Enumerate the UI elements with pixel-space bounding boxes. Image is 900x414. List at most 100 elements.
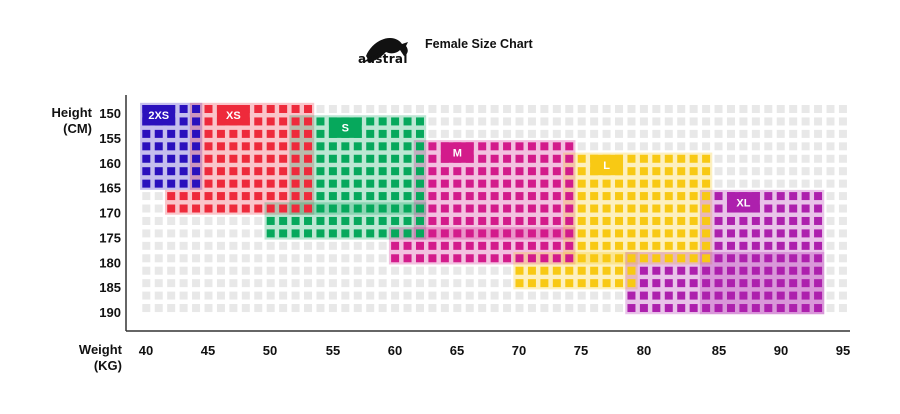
empty-cell [204, 216, 213, 225]
empty-cell [739, 179, 748, 188]
empty-cell [552, 117, 561, 126]
cell-l [627, 167, 636, 176]
empty-cell [279, 279, 288, 288]
cell-xl [726, 304, 735, 313]
cell-l [602, 266, 611, 275]
cell-s [366, 129, 375, 138]
cell-s [378, 142, 387, 151]
cell-xl [726, 216, 735, 225]
empty-cell [391, 266, 400, 275]
cell-xl [739, 254, 748, 263]
empty-cell [751, 129, 760, 138]
cell-xs [254, 142, 263, 151]
cell-s [328, 229, 337, 238]
cell-s [415, 142, 424, 151]
cell-s [378, 129, 387, 138]
empty-cell [764, 179, 773, 188]
cell-xl [789, 254, 798, 263]
cell-s [415, 154, 424, 163]
cell-xl [801, 241, 810, 250]
cell-xs [204, 154, 213, 163]
empty-cell [689, 105, 698, 113]
cell-m [552, 241, 561, 250]
cell-m [490, 192, 499, 201]
cell-xs [266, 117, 275, 126]
cell-m [552, 167, 561, 176]
cell-s [378, 216, 387, 225]
cell-m [490, 142, 499, 151]
x-tick-label: 75 [574, 343, 588, 358]
empty-cell [764, 167, 773, 176]
empty-cell [353, 254, 362, 263]
cell-xs [204, 179, 213, 188]
empty-cell [726, 154, 735, 163]
cell-2xs [142, 142, 151, 151]
size-label-box-s [328, 117, 362, 138]
empty-cell [279, 304, 288, 313]
cell-xl [764, 216, 773, 225]
cell-l [552, 279, 561, 288]
cell-m [478, 142, 487, 151]
empty-cell [291, 291, 300, 300]
cell-m [453, 241, 462, 250]
cell-s [378, 192, 387, 201]
cell-xl [801, 304, 810, 313]
empty-cell [801, 142, 810, 151]
empty-cell [341, 279, 350, 288]
empty-cell [378, 241, 387, 250]
cell-xl [639, 291, 648, 300]
cell-l [677, 254, 686, 263]
empty-cell [179, 304, 188, 313]
cell-s [415, 216, 424, 225]
cell-xs [291, 105, 300, 113]
empty-cell [789, 167, 798, 176]
cell-m [403, 241, 412, 250]
empty-cell [304, 279, 313, 288]
empty-cell [229, 291, 238, 300]
chart-title: Female Size Chart [425, 37, 533, 51]
cell-xs [291, 142, 300, 151]
cell-l [602, 204, 611, 213]
cell-2xs [179, 142, 188, 151]
cell-s [316, 229, 325, 238]
cell-xs [266, 129, 275, 138]
cell-l [615, 179, 624, 188]
empty-cell [826, 241, 835, 250]
cell-xs [204, 129, 213, 138]
cell-xs [279, 129, 288, 138]
empty-cell [515, 105, 524, 113]
cell-s [328, 167, 337, 176]
cell-l [602, 279, 611, 288]
empty-cell [838, 105, 847, 113]
empty-cell [490, 266, 499, 275]
cell-l [702, 241, 711, 250]
empty-cell [353, 291, 362, 300]
empty-cell [702, 117, 711, 126]
empty-cell [577, 291, 586, 300]
cell-xl [789, 266, 798, 275]
cell-m [490, 241, 499, 250]
cell-xl [677, 279, 686, 288]
cell-xs [204, 105, 213, 113]
empty-cell [353, 304, 362, 313]
cell-2xs [167, 154, 176, 163]
cell-m [503, 192, 512, 201]
cell-m [453, 204, 462, 213]
empty-cell [167, 229, 176, 238]
cell-s [353, 216, 362, 225]
cell-xs [216, 129, 225, 138]
empty-cell [366, 291, 375, 300]
empty-cell [702, 105, 711, 113]
empty-cell [503, 279, 512, 288]
empty-cell [826, 192, 835, 201]
empty-cell [403, 279, 412, 288]
empty-cell [316, 279, 325, 288]
empty-cell [602, 129, 611, 138]
empty-cell [440, 117, 449, 126]
cell-xl [801, 291, 810, 300]
cell-s [378, 229, 387, 238]
cell-xl [776, 229, 785, 238]
cell-xl [714, 279, 723, 288]
cell-s [366, 204, 375, 213]
x-tick-label: 55 [326, 343, 340, 358]
